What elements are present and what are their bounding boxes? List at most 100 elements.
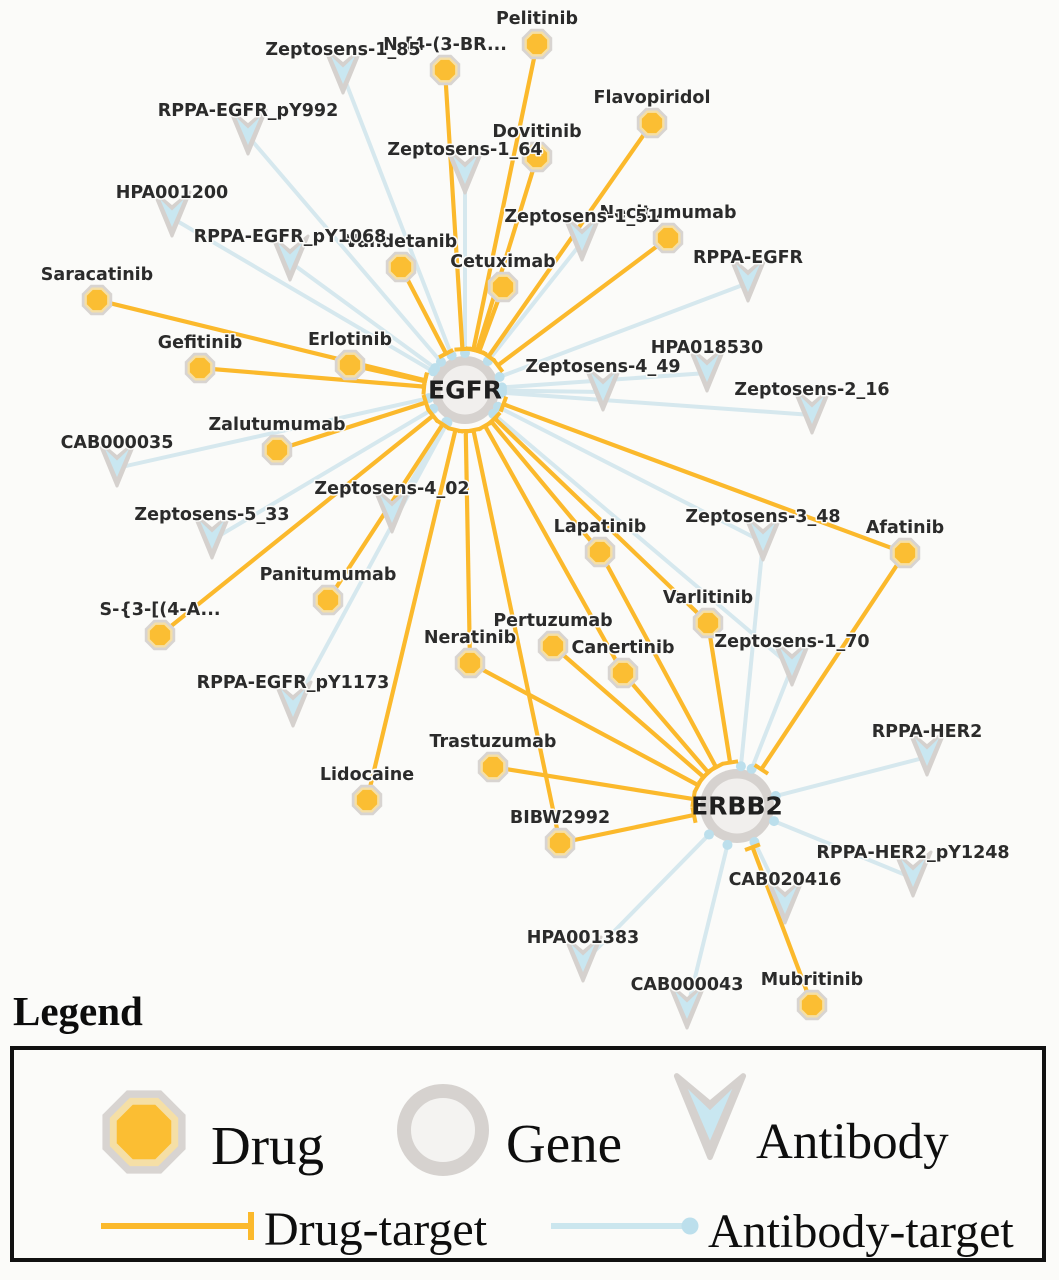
antibody-node-cab000035 [97, 440, 137, 488]
antibody-node-rppa-her2 [907, 729, 947, 777]
antibody-target-edge-zeptosens-5-33-egfr [210, 407, 435, 542]
drug-label-gefitinib: Gefitinib [158, 333, 243, 353]
antibody-node-rppa-egfr-py1173 [273, 680, 313, 728]
antibody-node-zeptosens-5-33 [192, 512, 232, 560]
drug-node-saracatinib [81, 284, 113, 316]
drug-target-edge-lapatinib-erbb2 [598, 551, 718, 769]
gene-node-egfr [431, 356, 499, 424]
drug-octagon-icon [86, 289, 108, 311]
antibody-target-edge-cab000043-erbb2 [685, 844, 730, 1011]
drug-octagon-icon [589, 541, 611, 563]
drug-octagon-icon [549, 832, 571, 854]
antibody-target-edge-rppa-egfr-py992-egfr [246, 134, 443, 364]
antibody-node-zeptosens-1-85 [323, 47, 363, 95]
drug-target-edge-lapatinib-egfr [489, 420, 602, 554]
drug-label-trastuzumab: Trastuzumab [430, 732, 557, 752]
antibody-target-edge-zeptosens-1-51-egfr [486, 240, 584, 363]
drug-target-edge-afatinib-egfr [502, 402, 906, 555]
drug-target-edge-trastuzumab-erbb2 [492, 764, 694, 802]
antibody-edge-dot [703, 829, 714, 840]
drug-node-canertinib [607, 657, 639, 689]
drug-edge-inhibit-bar [421, 373, 429, 390]
drug-node-erlotinib [334, 349, 366, 381]
antibody-chevron-icon [281, 689, 305, 717]
antibody-label-rppa-egfr-py1173: RPPA-EGFR_pY1173 [197, 673, 390, 693]
antibody-target-edge-zeptosens-2-16-egfr [501, 390, 813, 417]
drug-target-edge-dovitinib-egfr [475, 156, 540, 352]
drug-node-pertuzumab [537, 630, 569, 662]
antibody-edge-dot [494, 371, 505, 382]
antibody-label-zeptosens-1-85: Zeptosens-1_85 [265, 40, 420, 60]
antibody-node-hpa001383 [563, 935, 603, 983]
antibody-chevron-icon [736, 264, 760, 292]
drug-edge-inhibit-bar [753, 763, 770, 776]
drug-node-bibw2992 [544, 827, 576, 859]
antibody-target-edge-zeptosens-1-70-egfr [491, 412, 794, 669]
antibody-edge-dot [430, 363, 441, 374]
antibody-target-edge-zeptosens-1-70-erbb2 [749, 666, 794, 770]
drug-octagon-icon [102, 1090, 186, 1174]
antibody-edge-dot [435, 356, 446, 367]
drug-node-vandetanib [385, 251, 417, 283]
drug-target-edge-neratinib-erbb2 [469, 661, 700, 788]
antibody-node-zeptosens-4-49 [583, 364, 623, 412]
antibody-chevron-icon [773, 886, 797, 914]
antibody-chevron-icon [570, 223, 594, 251]
antibody-chevron-icon [915, 738, 939, 766]
legend-title: Legend [13, 988, 143, 1034]
drug-target-edge-pelitinib-egfr [471, 43, 540, 351]
drug-octagon-icon [894, 542, 916, 564]
antibody-label-cab020416: CAB020416 [729, 870, 842, 890]
antibody-target-line-icon [551, 1217, 699, 1235]
drug-target-edge-s-3-4-a-egfr [158, 414, 435, 637]
drug-octagon-icon [390, 256, 412, 278]
drug-label-saracatinib: Saracatinib [41, 265, 153, 285]
antibody-node-rppa-egfr-py992 [228, 108, 268, 156]
drug-node-s-3-4-a [144, 619, 176, 651]
antibody-target-edge-zeptosens-4-49-egfr [501, 388, 604, 394]
drug-octagon-icon [459, 652, 481, 674]
drug-edge-inhibit-bar [470, 346, 488, 357]
drug-octagon-icon [149, 624, 171, 646]
drug-target-edge-pertuzumab-erbb2 [551, 644, 706, 779]
antibody-chevron-icon [751, 523, 775, 551]
antibody-node-zeptosens-2-16 [792, 387, 832, 435]
antibody-label-zeptosens-5-33: Zeptosens-5_33 [134, 505, 289, 525]
antibody-target-edge-rppa-her2-py1248-erbb2 [773, 819, 914, 880]
drug-octagon-icon [266, 439, 288, 461]
gene-label-egfr: EGFR [428, 376, 502, 405]
antibody-target-edge-zeptosens-3-48-erbb2 [738, 541, 765, 767]
drug-target-edges [96, 43, 907, 1006]
antibody-node-hpa001200 [152, 190, 192, 238]
drug-label-panitumumab: Panitumumab [260, 565, 397, 585]
drug-node-flavopiridol [636, 107, 668, 139]
antibody-chevron-icon [800, 396, 824, 424]
drug-target-edge-flavopiridol-egfr [486, 121, 654, 358]
drug-octagon-icon [641, 112, 663, 134]
drug-target-line-icon [101, 1212, 254, 1240]
antibody-label-hpa001200: HPA001200 [116, 183, 228, 203]
antibody-target-edge-rppa-egfr-py1173-egfr [291, 421, 450, 709]
drug-node-lidocaine [351, 784, 383, 816]
legend-label-gene: Gene [506, 1113, 622, 1174]
legend-label-drug: Drug [211, 1115, 324, 1176]
drug-label-dovitinib: Dovitinib [492, 122, 581, 142]
drug-target-edge-vandetanib-egfr [399, 266, 448, 355]
drug-octagon-icon [801, 994, 823, 1016]
antibody-chevron-icon [200, 521, 224, 549]
drug-label-bibw2992: BIBW2992 [510, 808, 610, 828]
drug-edge-inhibit-bar [454, 346, 471, 352]
drug-node-necitumumab [652, 222, 684, 254]
antibody-target-edge-zeptosens-1-85-egfr [341, 74, 454, 357]
drug-node-neratinib [454, 647, 486, 679]
edge-end-markers [421, 346, 781, 852]
antibody-node-cab020416 [765, 877, 805, 925]
antibody-target-edge-rppa-egfr-egfr [498, 281, 749, 379]
antibody-target-edge-cab000035-egfr [116, 396, 430, 470]
antibody-label-zeptosens-3-48: Zeptosens-3_48 [685, 507, 840, 527]
drug-target-edge-necitumumab-egfr [496, 236, 670, 368]
drug-target-edge-afatinib-erbb2 [759, 551, 907, 771]
drug-edge-inhibit-bar [690, 806, 698, 824]
drug-node-gefitinib [184, 352, 216, 384]
